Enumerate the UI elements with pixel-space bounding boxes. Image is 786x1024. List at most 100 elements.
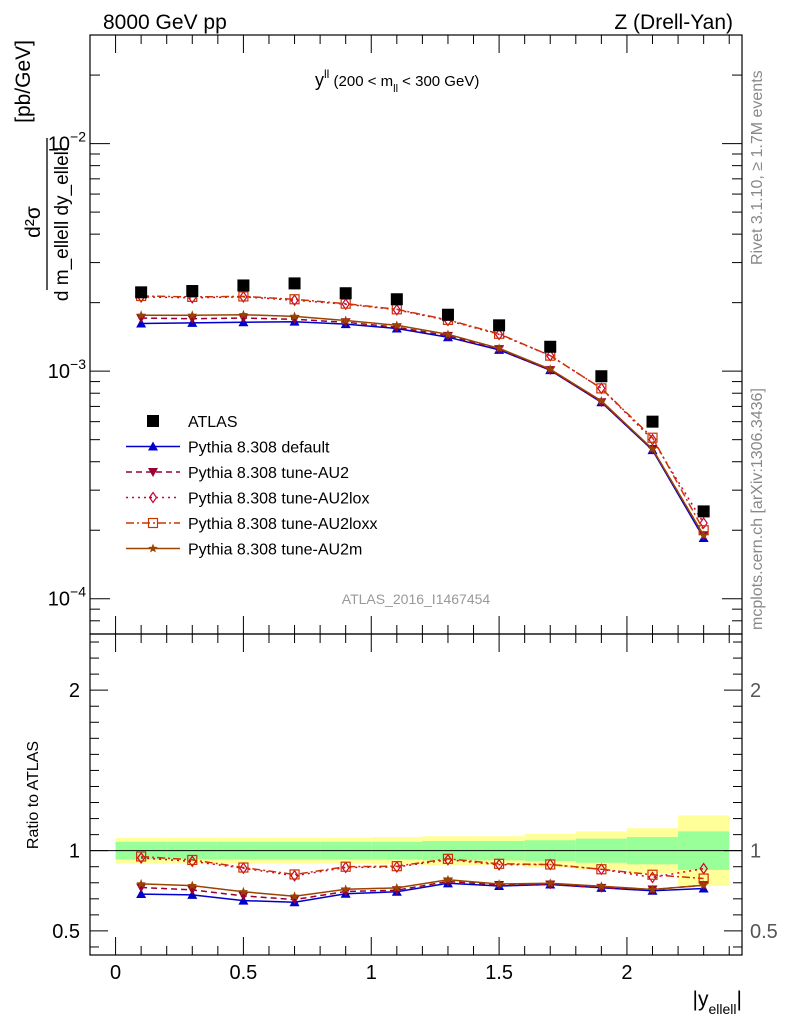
atlas-data-point — [390, 293, 403, 306]
mcplots-label: mcplots.cern.ch [arXiv:1306.3436] — [749, 388, 766, 630]
ratio-point-au2m — [340, 884, 351, 894]
series-line-default — [141, 320, 705, 539]
series-point-au2 — [289, 315, 300, 325]
rivet-label: Rivet 3.1.10, ≥ 1.7M events — [749, 70, 766, 265]
legend-label-au2lox: Pythia 8.308 tune-AU2lox — [188, 491, 369, 508]
series-point-au2lox — [239, 290, 248, 303]
ratio-point-au2m — [494, 878, 504, 889]
legend-marker-au2 — [148, 468, 158, 477]
ratio-point-au2loxx — [289, 869, 300, 880]
legend-label-au2: Pythia 8.308 tune-AU2 — [188, 465, 349, 482]
ylabel-unit: [pb/GeV] — [12, 40, 35, 123]
ratio-point-au2loxx — [647, 869, 658, 880]
ylabel-num: d²σ — [22, 206, 45, 238]
x-tick-label: 0 — [110, 962, 121, 984]
series-point-au2m — [340, 315, 351, 325]
ratio-frame — [89, 633, 743, 956]
y-tick-label: 10−4 — [48, 584, 86, 611]
ratio-tick-label-right: 0.5 — [750, 921, 778, 943]
atlas-data-point — [646, 415, 659, 428]
series-point-au2m — [596, 395, 607, 405]
ratio-plot-area: 0 0.5 1 1.5 2 0.5 0.5 1 1 2 2 — [52, 633, 778, 984]
ratio-point-au2m — [289, 891, 300, 901]
ratio-point-au2m — [187, 880, 198, 890]
series-point-au2lox — [699, 517, 708, 530]
x-tick-label: 2 — [621, 962, 632, 984]
atlas-data-point — [339, 287, 352, 300]
y-axis-label: d²σ d m_ellell dy_ellell [pb/GeV] — [12, 40, 73, 301]
atlas-data-point — [544, 340, 557, 353]
ratio-point-au2loxx — [187, 854, 198, 866]
ratio-point-default — [136, 889, 147, 899]
series-point-au2loxx — [289, 294, 300, 305]
legend-marker-au2lox — [148, 491, 158, 504]
series-point-au2m — [136, 310, 146, 320]
y-tick-label: 10−3 — [48, 356, 86, 383]
series-point-au2lox — [341, 298, 350, 311]
ratio-tick-label: 0.5 — [52, 921, 80, 943]
series-point-au2lox — [392, 303, 402, 316]
ratio-point-au2m — [698, 880, 709, 890]
series-point-au2loxx — [238, 291, 249, 302]
xlabel-sub: ellell — [709, 1001, 737, 1017]
legend: ATLAS Pythia 8.308 default Pythia 8.308 tu… — [126, 414, 377, 559]
ratio-point-au2 — [136, 883, 147, 893]
series-point-au2m — [238, 309, 249, 319]
main-plot-area: 10−4 10−3 10−2 — [48, 34, 743, 635]
ratio-point-au2loxx — [238, 862, 249, 873]
legend-label-au2loxx: Pythia 8.308 tune-AU2loxx — [188, 516, 377, 533]
legend-label-default: Pythia 8.308 default — [188, 440, 330, 457]
ratio-point-au2m — [443, 874, 453, 884]
atlas-data-point — [288, 277, 301, 290]
series-point-au2 — [187, 314, 198, 324]
atlas-data-point — [493, 319, 506, 332]
ratio-point-au2m — [596, 881, 607, 891]
atlas-data-point — [237, 279, 250, 292]
legend-label-atlas: ATLAS — [188, 414, 238, 431]
ratio-line-au2loxx — [141, 855, 704, 880]
header-left: 8000 GeV pp — [103, 11, 227, 34]
legend-marker-au2m — [148, 543, 158, 553]
ratio-point-au2m — [136, 878, 146, 888]
series-point-au2m — [289, 311, 300, 321]
legend-marker-default — [148, 441, 158, 451]
series-line-au2lox — [141, 296, 705, 524]
ratio-line-au2m — [141, 878, 704, 897]
ratio-line-au2 — [141, 880, 704, 901]
series-point-au2lox — [597, 382, 606, 395]
ratio-point-au2lox — [341, 861, 350, 874]
ratio-point-au2lox — [648, 871, 657, 884]
xlabel-end: | — [737, 988, 742, 1011]
x-axis-label: |yellell| — [693, 988, 742, 1017]
title-main: y — [315, 70, 324, 90]
legend-marker-atlas — [147, 415, 159, 427]
ratio-y-label: Ratio to ATLAS — [25, 741, 42, 849]
series-line-au2 — [141, 317, 705, 536]
series-point-au2 — [238, 314, 249, 324]
legend-marker-au2loxx — [147, 517, 159, 529]
atlas-data-point — [441, 308, 454, 321]
ratio-point-au2loxx — [391, 861, 402, 872]
atlas-data-point — [595, 370, 608, 383]
series-line-au2m — [141, 313, 705, 536]
ratio-point-au2loxx — [340, 861, 351, 872]
legend-label-au2m: Pythia 8.308 tune-AU2m — [188, 542, 362, 559]
series-point-au2m — [698, 530, 709, 540]
ratio-point-au2loxx — [596, 864, 607, 875]
ratio-tick-label-right: 1 — [750, 841, 761, 863]
ratio-point-au2loxx — [545, 859, 556, 870]
title-sub: ll — [393, 83, 398, 95]
ratio-point-au2m — [392, 882, 402, 892]
series-point-au2m — [494, 343, 504, 353]
watermark: ATLAS_2016_I1467454 — [342, 591, 491, 607]
x-tick-label: 1.5 — [485, 962, 513, 984]
series-point-au2m — [545, 364, 555, 374]
title-mid: (200 < m — [329, 73, 393, 90]
ratio-point-au2loxx — [493, 858, 505, 869]
title-end: < 300 GeV) — [398, 73, 479, 90]
ratio-tick-label: 2 — [69, 680, 80, 702]
title-sup: ll — [324, 67, 329, 81]
series-point-au2m — [647, 444, 658, 454]
plot-title: yll (200 < mll < 300 GeV) — [315, 67, 479, 95]
